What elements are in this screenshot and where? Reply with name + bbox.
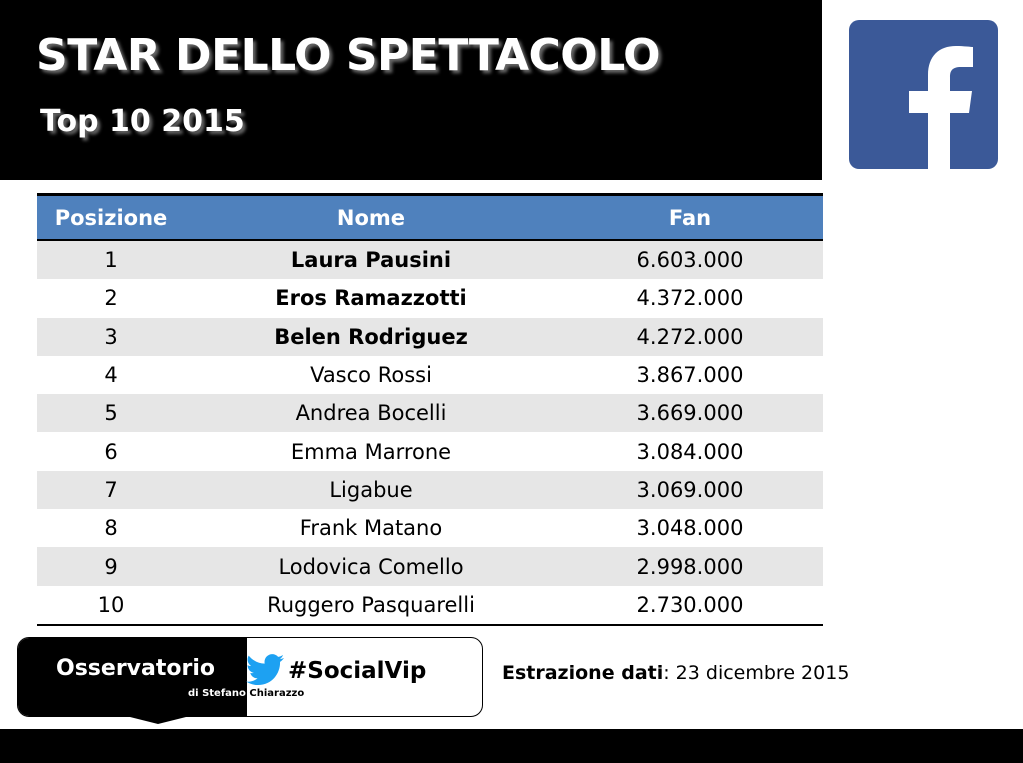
table-row: 1 Laura Pausini 6.603.000 bbox=[37, 241, 823, 280]
badge-tab bbox=[118, 714, 198, 724]
table-row: 2 Eros Ramazzotti 4.372.000 bbox=[37, 279, 823, 317]
cell-position: 10 bbox=[97, 592, 125, 617]
cell-position: 7 bbox=[104, 477, 118, 502]
cell-name: Belen Rodriguez bbox=[274, 324, 468, 349]
header-banner: STAR DELLO SPETTACOLO Top 10 2015 bbox=[0, 0, 822, 180]
table-row: 6 Emma Marrone 3.084.000 bbox=[37, 432, 823, 470]
cell-position: 1 bbox=[104, 248, 118, 273]
badge-title: Osservatorio bbox=[56, 656, 215, 681]
table-header: Posizione Nome Fan bbox=[37, 196, 823, 241]
cell-fan: 4.372.000 bbox=[636, 286, 744, 311]
table-row: 5 Andrea Bocelli 3.669.000 bbox=[37, 394, 823, 433]
col-header-nome: Nome bbox=[336, 205, 406, 230]
page-title: STAR DELLO SPETTACOLO bbox=[36, 30, 661, 81]
col-header-posizione: Posizione bbox=[54, 205, 168, 230]
cell-position: 5 bbox=[104, 401, 118, 426]
cell-position: 4 bbox=[104, 363, 118, 388]
cell-fan: 3.084.000 bbox=[636, 439, 744, 464]
cell-position: 3 bbox=[104, 324, 118, 349]
social-vip-badge: Osservatorio di Stefano Chiarazzo #Socia… bbox=[17, 637, 483, 717]
cell-name: Emma Marrone bbox=[290, 439, 452, 464]
cell-fan: 2.998.000 bbox=[636, 554, 744, 579]
table-row: 3 Belen Rodriguez 4.272.000 bbox=[37, 317, 823, 356]
cell-fan: 4.272.000 bbox=[636, 324, 744, 349]
facebook-logo-icon bbox=[849, 20, 998, 169]
ranking-table: Posizione Nome Fan 1 Laura Pausini 6.603.0… bbox=[37, 193, 823, 626]
cell-name: Eros Ramazzotti bbox=[275, 286, 467, 311]
cell-fan: 3.669.000 bbox=[636, 401, 744, 426]
badge-dark-panel bbox=[18, 638, 247, 716]
cell-name: Ligabue bbox=[329, 477, 413, 502]
footer-bar bbox=[0, 729, 1023, 763]
twitter-bird-icon bbox=[246, 654, 284, 686]
badge-author: di Stefano Chiarazzo bbox=[188, 688, 305, 699]
cell-name: Andrea Bocelli bbox=[295, 401, 447, 426]
cell-position: 9 bbox=[104, 554, 118, 579]
col-header-fan: Fan bbox=[668, 205, 712, 230]
cell-name: Vasco Rossi bbox=[310, 363, 432, 388]
table-row: 10 Ruggero Pasquarelli 2.730.000 bbox=[37, 586, 823, 624]
cell-fan: 3.867.000 bbox=[636, 363, 744, 388]
cell-position: 8 bbox=[104, 516, 118, 541]
table-row: 4 Vasco Rossi 3.867.000 bbox=[37, 356, 823, 394]
table-row: 9 Lodovica Comello 2.998.000 bbox=[37, 547, 823, 586]
cell-name: Laura Pausini bbox=[290, 248, 452, 273]
page-subtitle: Top 10 2015 bbox=[40, 104, 245, 139]
cell-position: 6 bbox=[104, 439, 118, 464]
cell-name: Ruggero Pasquarelli bbox=[267, 592, 475, 617]
cell-position: 2 bbox=[104, 286, 118, 311]
cell-name: Frank Matano bbox=[299, 516, 443, 541]
cell-fan: 3.069.000 bbox=[636, 477, 744, 502]
cell-fan: 3.048.000 bbox=[636, 516, 744, 541]
cell-name: Lodovica Comello bbox=[278, 554, 464, 579]
table-row: 7 Ligabue 3.069.000 bbox=[37, 470, 823, 510]
cell-fan: 6.603.000 bbox=[636, 248, 744, 273]
table-row: 8 Frank Matano 3.048.000 bbox=[37, 509, 823, 547]
badge-hashtag: #SocialVip bbox=[288, 658, 427, 684]
extraction-date: Estrazione dati: 23 dicembre 2015 bbox=[502, 662, 850, 684]
cell-fan: 2.730.000 bbox=[636, 592, 744, 617]
